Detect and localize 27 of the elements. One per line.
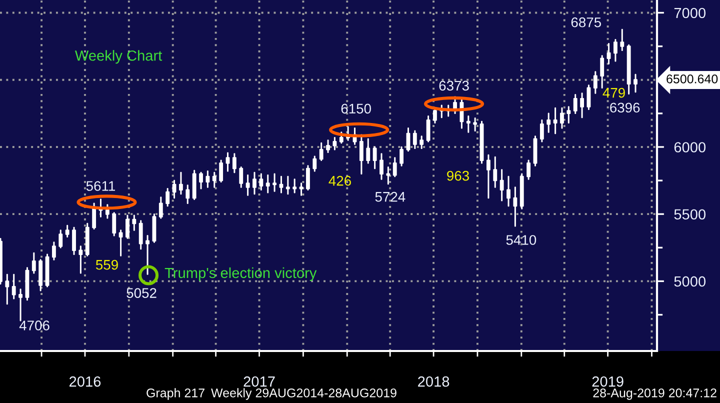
annotation: 6875 <box>571 17 602 28</box>
annotation: 5611 <box>86 181 116 191</box>
annotation: 6396 <box>610 102 640 113</box>
y-tick-label: 6000 <box>674 142 706 152</box>
annotation: 479 <box>602 88 625 98</box>
text: Weekly 29AUG2014-28AUG2019 <box>211 388 396 400</box>
caption: Graph 217 <box>146 388 204 400</box>
annotation: 4706 <box>19 320 50 330</box>
text: 28-Aug-2019 20:47:12 <box>593 388 716 400</box>
annotation: 963 <box>447 170 469 181</box>
annotation: 6373 <box>439 80 469 91</box>
x-tick-label: 2016 <box>70 376 101 387</box>
x-tick-label: 2018 <box>418 376 450 387</box>
y-tick-label: 5500 <box>674 209 706 220</box>
annotation: 5052 <box>126 288 156 298</box>
annotation: 5410 <box>506 235 536 245</box>
annotation: 5724 <box>375 192 406 202</box>
x-tick-label: 2019 <box>592 376 624 387</box>
annotation: Trump's election victory <box>164 267 317 282</box>
text: Weekly Chart <box>74 50 162 64</box>
annotation: 559 <box>96 260 118 270</box>
y-tick-label: 7000 <box>674 8 706 18</box>
x-tick-label: 2017 <box>244 376 275 387</box>
text: 6500.640 <box>666 74 718 84</box>
y-tick-label: 5000 <box>674 276 706 287</box>
annotation: 426 <box>328 176 351 186</box>
annotation: 6150 <box>341 104 371 114</box>
